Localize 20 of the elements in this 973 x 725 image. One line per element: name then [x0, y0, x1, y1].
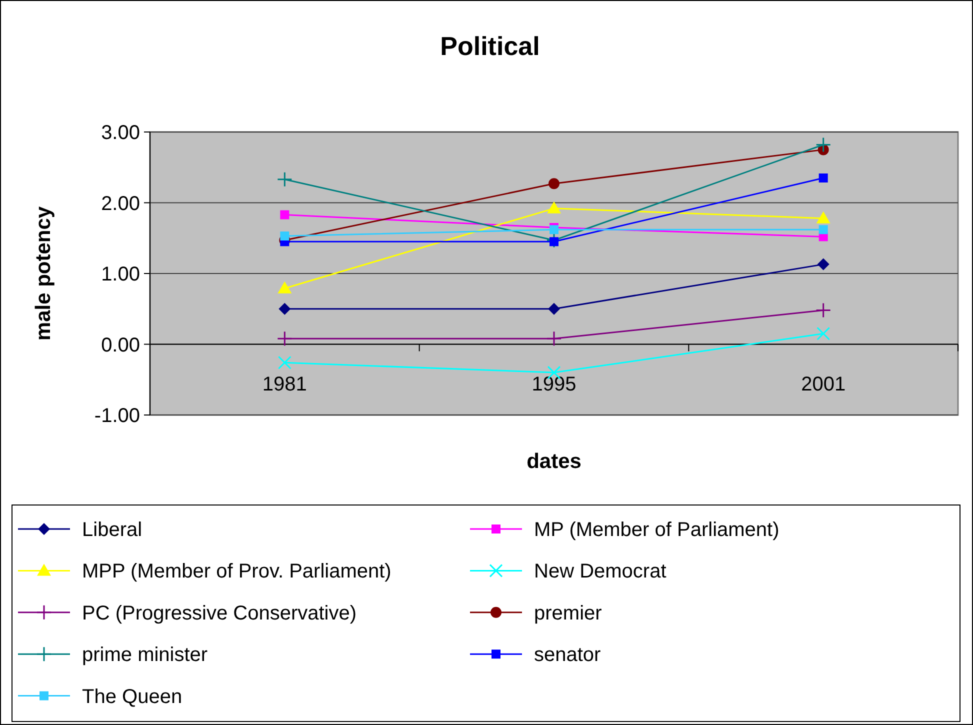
legend-label: senator: [534, 644, 602, 666]
x-tick-label: 1981: [262, 373, 307, 396]
x-axis-title: dates: [526, 450, 582, 473]
legend-label: PC (Progressive Conservative): [82, 602, 357, 624]
legend-label: New Democrat: [534, 560, 667, 583]
y-tick-label: 3.00: [101, 122, 140, 144]
legend-label: MP (Member of Parliament): [534, 519, 780, 541]
y-axis-title: male potency: [32, 206, 55, 341]
y-tick-label: 0.00: [101, 334, 140, 356]
x-tick-label: 2001: [801, 373, 846, 396]
y-tick-label: 1.00: [101, 264, 140, 286]
legend-label: premier: [534, 602, 602, 624]
y-tick-label: -1.00: [94, 405, 140, 427]
y-tick-label: 2.00: [101, 192, 140, 215]
legend-label: Liberal: [82, 519, 142, 541]
legend-label: prime minister: [82, 644, 208, 666]
x-tick-label: 1995: [532, 373, 576, 396]
legend-label: The Queen: [82, 686, 182, 708]
legend-label: MPP (Member of Prov. Parliament): [82, 560, 392, 583]
chart-title: Political: [440, 31, 540, 61]
